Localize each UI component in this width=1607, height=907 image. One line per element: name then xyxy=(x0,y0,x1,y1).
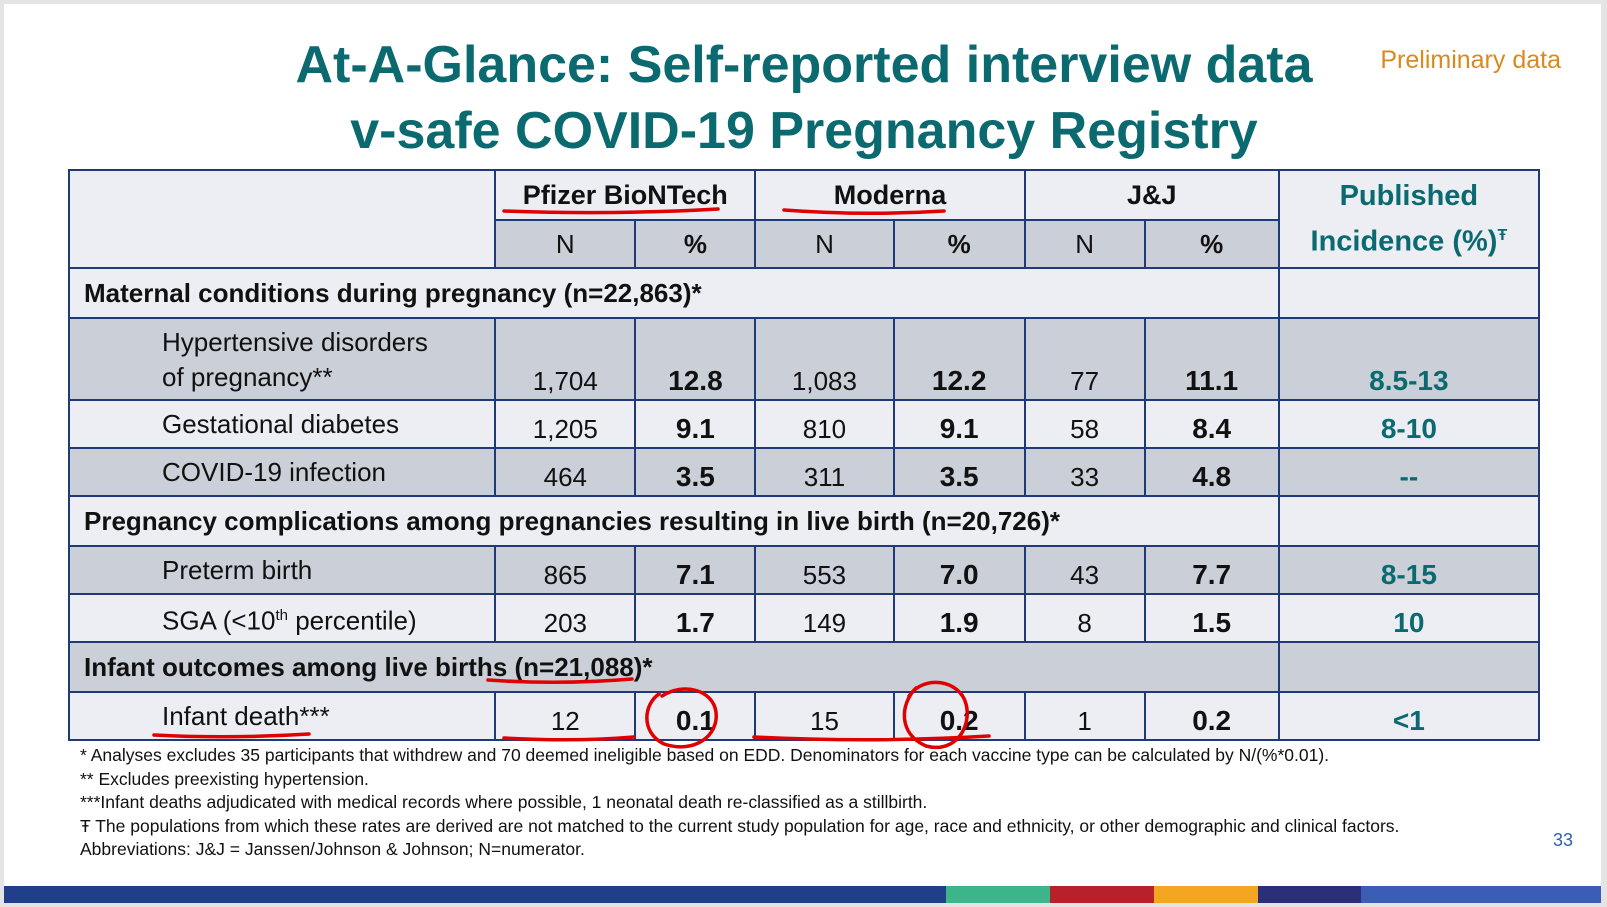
row-label-preterm: Preterm birth xyxy=(67,545,497,595)
title-line-1: At-A-Glance: Self-reported interview dat… xyxy=(295,36,1313,94)
bar-segment xyxy=(1153,886,1258,903)
row-label-infant-death: Infant death*** xyxy=(67,691,497,741)
cell-moderna-n: 810 xyxy=(754,399,895,449)
cell-jj-n: 77 xyxy=(1023,317,1146,401)
cell-moderna-pct: 7.0 xyxy=(892,545,1026,595)
section-pregnancy: Pregnancy complications among pregnancie… xyxy=(68,495,1280,547)
header-published: Published Incidence (%)Ŧ xyxy=(1277,169,1541,269)
cell-jj-pct: 11.1 xyxy=(1143,317,1280,401)
table-row: Infant death*** 12 0.1 15 0.2 1 0.2 <1 xyxy=(67,691,1541,741)
cell-pfizer-n: 464 xyxy=(494,447,637,497)
cell-moderna-n: 553 xyxy=(754,545,895,595)
header-moderna: Moderna xyxy=(754,169,1026,221)
table-row: Preterm birth 865 7.1 553 7.0 43 7.7 8-1… xyxy=(67,545,1541,595)
slide-title: At-A-Glance: Self-reported interview dat… xyxy=(214,32,1394,164)
cell-pfizer-pct: 3.5 xyxy=(634,447,757,497)
cell-jj-pct: 4.8 xyxy=(1143,447,1280,497)
slide: At-A-Glance: Self-reported interview dat… xyxy=(4,4,1601,903)
cell-pfizer-n: 1,205 xyxy=(494,399,637,449)
cell-moderna-n: 149 xyxy=(754,593,895,643)
cell-published: 8-10 xyxy=(1277,399,1541,449)
bar-segment xyxy=(1361,886,1601,903)
published-line-2: Incidence (%)Ŧ xyxy=(1310,225,1508,258)
cell-jj-n: 33 xyxy=(1023,447,1146,497)
bottom-color-bar xyxy=(4,886,1601,903)
subheader-jj-pct: % xyxy=(1143,219,1280,269)
cell-moderna-n: 311 xyxy=(754,447,895,497)
corner-cell xyxy=(67,169,497,269)
row-label-line-2: of pregnancy** xyxy=(162,362,333,392)
row-label-line-1: Hypertensive disorders xyxy=(162,327,428,357)
section-maternal: Maternal conditions during pregnancy (n=… xyxy=(68,267,1280,319)
cell-jj-pct: 1.5 xyxy=(1143,593,1280,643)
footnote-2: ** Excludes preexisting hypertension. xyxy=(80,768,369,789)
cell-moderna-pct: 0.2 xyxy=(892,691,1026,741)
subheader-moderna-pct: % xyxy=(892,219,1026,269)
cell-published: 8-15 xyxy=(1277,545,1541,595)
cell-jj-pct: 7.7 xyxy=(1143,545,1280,595)
row-label-gestational: Gestational diabetes xyxy=(67,399,497,449)
cell-published: 8.5-13 xyxy=(1277,317,1541,401)
section-infant: Infant outcomes among live births (n=21,… xyxy=(68,641,1280,693)
subheader-pfizer-pct: % xyxy=(634,219,757,269)
row-label-covid: COVID-19 infection xyxy=(67,447,497,497)
header-jj: J&J xyxy=(1023,169,1280,221)
cell-moderna-pct: 9.1 xyxy=(892,399,1026,449)
table-row: SGA (<10th percentile) 203 1.7 149 1.9 8… xyxy=(67,593,1541,643)
subheader-pfizer-n: N xyxy=(494,219,637,269)
cell-pfizer-n: 203 xyxy=(494,593,637,643)
section-maternal-pub xyxy=(1277,267,1541,319)
cell-jj-n: 58 xyxy=(1023,399,1146,449)
cell-pfizer-n: 12 xyxy=(494,691,637,741)
row-label-sga: SGA (<10th percentile) xyxy=(67,593,497,643)
cell-pfizer-n: 1,704 xyxy=(494,317,637,401)
table-row: Gestational diabetes 1,205 9.1 810 9.1 5… xyxy=(67,399,1541,449)
page-number: 33 xyxy=(1552,830,1573,850)
footnote-3: ***Infant deaths adjudicated with medica… xyxy=(80,792,928,812)
cell-jj-n: 8 xyxy=(1023,593,1146,643)
cell-pfizer-pct: 7.1 xyxy=(634,545,757,595)
table-row: COVID-19 infection 464 3.5 311 3.5 33 4.… xyxy=(67,447,1541,497)
cell-jj-pct: 8.4 xyxy=(1143,399,1280,449)
published-line-1: Published xyxy=(1339,180,1479,213)
title-line-2: v-safe COVID-19 Pregnancy Registry xyxy=(350,102,1258,160)
table-row: Hypertensive disorders of pregnancy** 1,… xyxy=(67,317,1541,401)
section-infant-pub xyxy=(1277,641,1541,693)
bar-segment xyxy=(4,886,947,903)
cell-pfizer-pct: 12.8 xyxy=(634,317,757,401)
bar-segment xyxy=(1257,886,1362,903)
cell-jj-pct: 0.2 xyxy=(1143,691,1280,741)
footnote-4: Ŧ The populations from which these rates… xyxy=(80,815,1400,836)
row-label-hypertensive: Hypertensive disorders of pregnancy** xyxy=(67,317,497,401)
bar-segment xyxy=(946,886,1051,903)
cell-moderna-n: 15 xyxy=(754,691,895,741)
subheader-moderna-n: N xyxy=(754,219,895,269)
cell-published: <1 xyxy=(1277,691,1541,741)
cell-moderna-pct: 12.2 xyxy=(892,317,1026,401)
cell-published: 10 xyxy=(1277,593,1541,643)
section-pregnancy-pub xyxy=(1277,495,1541,547)
cell-moderna-n: 1,083 xyxy=(754,317,895,401)
header-pfizer: Pfizer BioNTech xyxy=(494,169,757,221)
footnote-1: * Analyses excludes 35 participants that… xyxy=(80,745,1330,765)
preliminary-label: Preliminary data xyxy=(1380,46,1561,74)
cell-pfizer-pct: 1.7 xyxy=(634,593,757,643)
cell-published: -- xyxy=(1277,447,1541,497)
cell-pfizer-pct: 9.1 xyxy=(634,399,757,449)
cell-jj-n: 43 xyxy=(1023,545,1146,595)
cell-moderna-pct: 3.5 xyxy=(892,447,1026,497)
subheader-jj-n: N xyxy=(1023,219,1146,269)
cell-pfizer-pct: 0.1 xyxy=(634,691,757,741)
footnote-5: Abbreviations: J&J = Janssen/Johnson & J… xyxy=(80,839,585,859)
cell-pfizer-n: 865 xyxy=(494,545,637,595)
cell-moderna-pct: 1.9 xyxy=(892,593,1026,643)
bar-segment xyxy=(1050,886,1154,903)
data-table: Pfizer BioNTech Moderna J&J Published In… xyxy=(67,169,1541,741)
footnotes: * Analyses excludes 35 participants that… xyxy=(80,744,1480,862)
cell-jj-n: 1 xyxy=(1023,691,1146,741)
